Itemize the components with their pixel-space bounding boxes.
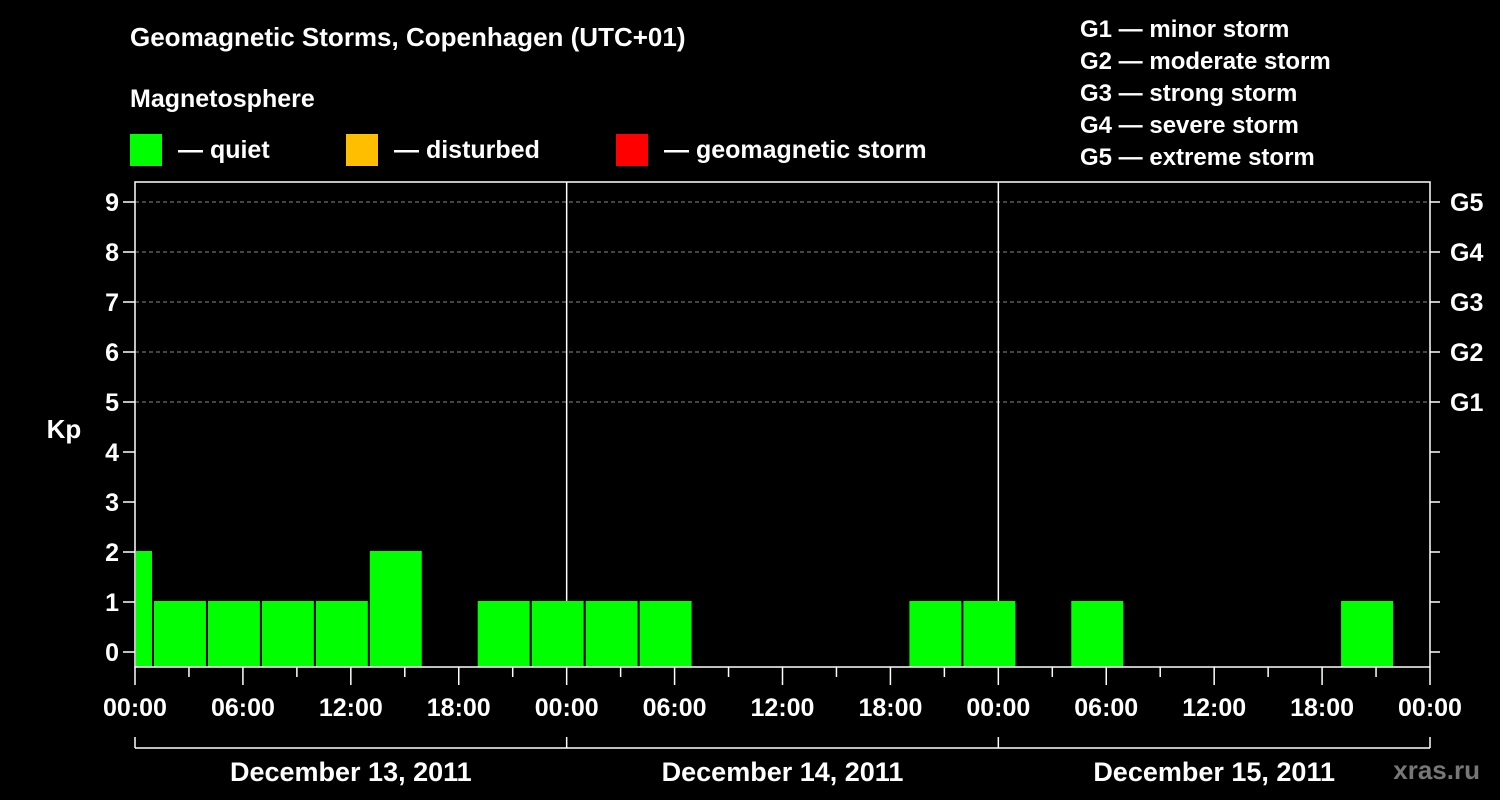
x-tick-label: 06:00 xyxy=(1074,694,1138,722)
legend-item-storm: — geomagnetic storm xyxy=(616,134,927,166)
day-label: December 14, 2011 xyxy=(662,757,904,787)
x-tick-label: 12:00 xyxy=(319,694,383,722)
day-label: December 15, 2011 xyxy=(1093,757,1335,787)
storm-level-g3: G3 — strong storm xyxy=(1080,80,1298,107)
kp-bar xyxy=(585,601,638,667)
legend-label-quiet: — quiet xyxy=(178,135,270,164)
legend-heading: Magnetosphere xyxy=(130,85,315,113)
kp-bar xyxy=(1341,601,1394,667)
kp-bar xyxy=(315,601,368,667)
legend-item-quiet: — quiet xyxy=(130,134,270,166)
right-axis-label-g3: G3 xyxy=(1450,289,1483,317)
x-tick-label: 00:00 xyxy=(1398,694,1462,722)
x-tick-label: 06:00 xyxy=(211,694,275,722)
storm-level-g5: G5 — extreme storm xyxy=(1080,144,1315,171)
kp-bar xyxy=(963,601,1016,667)
x-tick-label: 00:00 xyxy=(535,694,599,722)
kp-bar xyxy=(909,601,962,667)
x-tick-label: 18:00 xyxy=(427,694,491,722)
storm-level-g1: G1 — minor storm xyxy=(1080,16,1290,43)
x-tick-label: 00:00 xyxy=(966,694,1030,722)
day-label: December 13, 2011 xyxy=(230,757,472,787)
legend-swatch-disturbed xyxy=(346,134,378,166)
right-axis-label-g1: G1 xyxy=(1450,389,1483,417)
y-tick-label: 7 xyxy=(105,289,119,317)
legend-swatch-quiet xyxy=(130,134,162,166)
kp-bar xyxy=(136,551,152,667)
legend-swatch-storm xyxy=(616,134,648,166)
y-tick-label: 3 xyxy=(105,489,119,517)
x-tick-label: 00:00 xyxy=(103,694,167,722)
kp-bar xyxy=(477,601,530,667)
legend-label-storm: — geomagnetic storm xyxy=(664,135,927,164)
x-tick-label: 12:00 xyxy=(1182,694,1246,722)
x-tick-label: 18:00 xyxy=(858,694,922,722)
kp-bar xyxy=(531,601,584,667)
y-tick-label: 9 xyxy=(105,189,119,217)
kp-bar xyxy=(1071,601,1124,667)
y-tick-label: 2 xyxy=(105,539,119,567)
legend-item-disturbed: — disturbed xyxy=(346,134,540,166)
kp-bar xyxy=(153,601,206,667)
kp-bar xyxy=(639,601,692,667)
y-tick-label: 0 xyxy=(105,639,119,667)
plot-frame xyxy=(134,181,1431,668)
y-tick-label: 8 xyxy=(105,239,119,267)
x-tick-label: 12:00 xyxy=(751,694,815,722)
kp-bar xyxy=(369,551,422,667)
y-tick-label: 5 xyxy=(105,389,119,417)
y-tick-label: 4 xyxy=(105,439,119,467)
x-tick-label: 06:00 xyxy=(643,694,707,722)
right-axis-label-g2: G2 xyxy=(1450,339,1483,367)
storm-level-g2: G2 — moderate storm xyxy=(1080,48,1331,75)
storm-level-list: G1 — minor storm G2 — moderate storm G3 … xyxy=(1080,14,1331,174)
y-tick-label: 6 xyxy=(105,339,119,367)
kp-bar xyxy=(207,601,260,667)
legend-label-disturbed: — disturbed xyxy=(394,135,540,164)
right-axis-label-g5: G5 xyxy=(1450,189,1483,217)
right-axis-label-g4: G4 xyxy=(1450,239,1483,267)
x-tick-label: 18:00 xyxy=(1290,694,1354,722)
y-axis-label: Kp xyxy=(47,414,82,444)
storm-level-g4: G4 — severe storm xyxy=(1080,112,1299,139)
chart-title: Geomagnetic Storms, Copenhagen (UTC+01) xyxy=(130,22,686,52)
watermark: xras.ru xyxy=(1393,755,1480,785)
kp-bar xyxy=(261,601,314,667)
y-tick-label: 1 xyxy=(105,589,119,617)
